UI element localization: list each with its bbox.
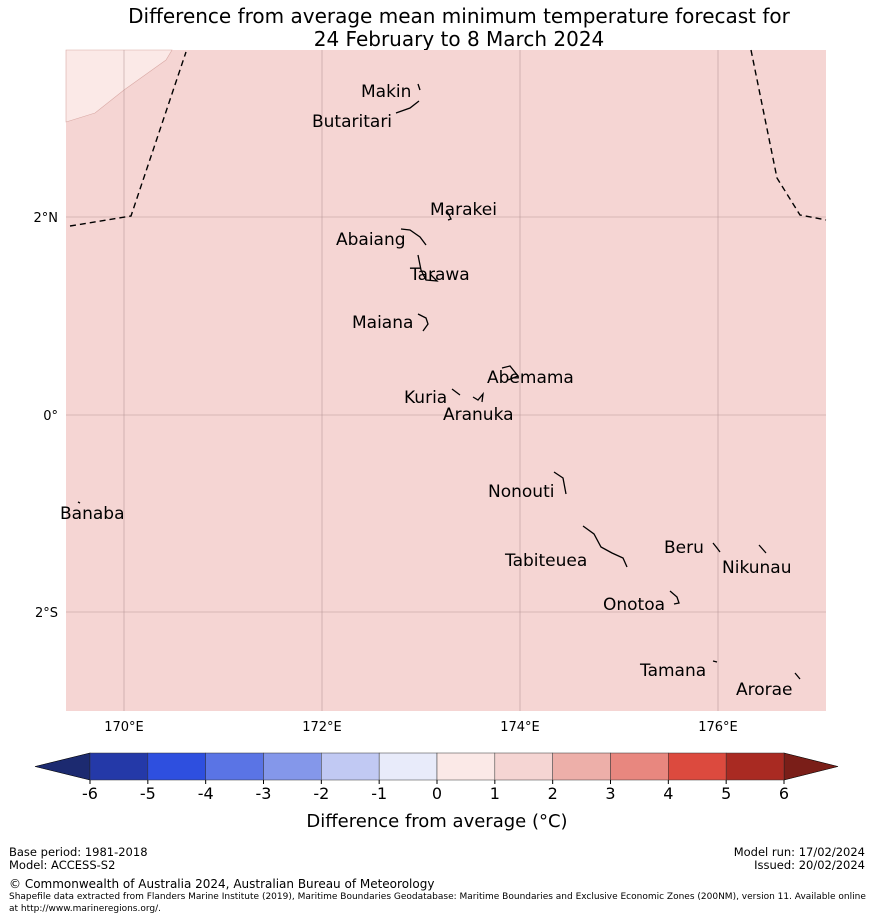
island-label: Tarawa	[409, 265, 470, 285]
colorbar-tick-label: 2	[548, 784, 558, 803]
island-outlines	[77, 83, 801, 680]
colorbar-segment	[378, 752, 438, 781]
island-label: Abaiang	[336, 230, 406, 250]
colorbar-tick-label: 0	[432, 784, 442, 803]
lon-label: 176°E	[698, 720, 738, 735]
map-background	[66, 50, 826, 711]
colorbar-tick-label: -3	[256, 784, 272, 803]
island-label: Kuria	[404, 388, 447, 408]
issued-date: Issued: 20/02/2024	[754, 858, 865, 872]
colorbar-label: Difference from average (°C)	[306, 811, 567, 832]
colorbar-segment	[552, 752, 611, 781]
colorbar-tick-label: -4	[198, 784, 214, 803]
colorbar-segment	[205, 752, 264, 781]
colorbar-segment	[436, 752, 496, 781]
island-label: Makin	[361, 82, 411, 102]
axis-labels: 170°E 172°E 174°E 176°E 2°N 0° 2°S	[34, 211, 738, 735]
eez-boundaries	[69, 49, 827, 227]
island-label: Tamana	[639, 661, 706, 681]
island-label: Banaba	[60, 504, 124, 524]
colorbar-segment	[725, 752, 785, 781]
colorbar-tick-label: 6	[779, 784, 789, 803]
colorbar-tick-label: 5	[721, 784, 731, 803]
island-label: Butaritari	[312, 112, 392, 132]
lat-label: 0°	[43, 409, 58, 424]
island-label: Tabiteuea	[504, 551, 587, 571]
colorbar-extend-low	[34, 752, 91, 781]
colorbar-segment	[147, 752, 206, 781]
colorbar-tick-label: 3	[605, 784, 615, 803]
copyright: © Commonwealth of Australia 2024, Austra…	[9, 877, 435, 891]
colorbar-tick-label: -2	[313, 784, 329, 803]
lat-label: 2°N	[34, 211, 59, 226]
colorbar-tick-label: -6	[82, 784, 98, 803]
island-labels: Makin Butaritari Marakei Abaiang Tarawa …	[60, 82, 793, 700]
colorbar-tick-label: 1	[490, 784, 500, 803]
lon-label: 170°E	[104, 720, 144, 735]
colorbar-segment	[668, 752, 727, 781]
shapefile-note: Shapefile data extracted from Flanders M…	[9, 892, 866, 914]
island-label: Arorae	[736, 680, 793, 700]
island-label: Marakei	[430, 200, 497, 220]
island-label: Aranuka	[443, 405, 514, 425]
colorbar-tick-label: -1	[371, 784, 387, 803]
island-label: Maiana	[352, 313, 413, 333]
model-run: Model run: 17/02/2024	[733, 845, 865, 859]
colorbar-tick-label: -5	[140, 784, 156, 803]
lon-label: 172°E	[302, 720, 342, 735]
colorbar-tick-label: 4	[663, 784, 673, 803]
figure-title-line1: Difference from average mean minimum tem…	[128, 4, 790, 28]
island-label: Abemama	[487, 368, 574, 388]
island-label: Nikunau	[722, 558, 792, 578]
island-label: Beru	[664, 538, 704, 558]
colorbar: -6 -5 -4 -3 -2 -1 0 1 2 3 4 5 6	[34, 752, 839, 803]
island-label: Nonouti	[488, 482, 554, 502]
colorbar-segment	[610, 752, 669, 781]
colorbar-segment	[321, 752, 380, 781]
graticule	[66, 50, 826, 711]
model-name: Model: ACCESS-S2	[9, 858, 116, 872]
lon-label: 174°E	[500, 720, 540, 735]
colorbar-segment	[494, 752, 553, 781]
colorbar-segment	[263, 752, 322, 781]
colorbar-extend-high	[783, 752, 839, 781]
base-period: Base period: 1981-2018	[9, 845, 148, 859]
island-label: Onotoa	[603, 595, 665, 615]
figure-title-line2: 24 February to 8 March 2024	[313, 27, 605, 51]
lat-label: 2°S	[35, 606, 58, 621]
colorbar-segment	[89, 752, 149, 781]
